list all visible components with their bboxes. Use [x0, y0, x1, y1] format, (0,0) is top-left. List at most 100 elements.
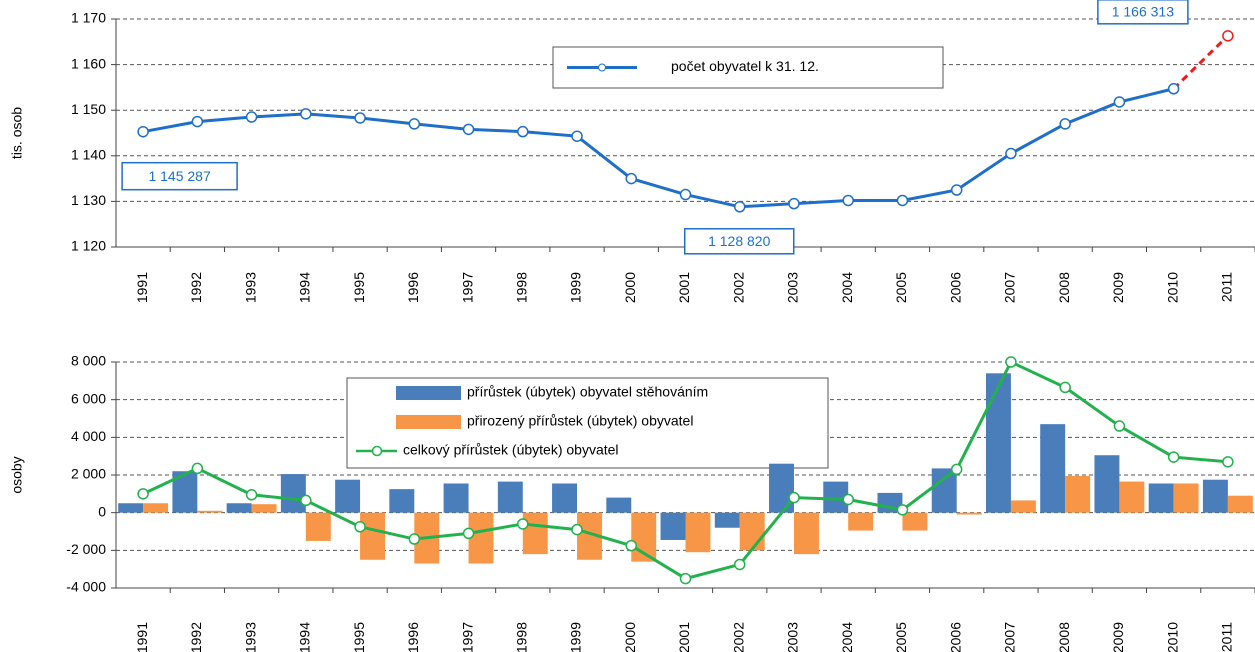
marker [896, 194, 909, 207]
bar [251, 504, 277, 513]
marker [517, 518, 529, 530]
marker [1113, 96, 1126, 108]
x-tick-label: 1998 [513, 622, 529, 652]
x-tick-label: 1994 [297, 272, 313, 303]
bar [143, 503, 169, 513]
legend-swatch [396, 386, 461, 400]
bar [931, 468, 957, 513]
bar [1065, 475, 1091, 513]
bar [956, 512, 982, 515]
x-tick-label: 2001 [676, 622, 692, 652]
marker [950, 184, 963, 196]
annotation-box [121, 161, 238, 191]
bar [1227, 495, 1253, 513]
x-tick-label: 2009 [1110, 622, 1126, 652]
marker [354, 112, 366, 124]
y-axis-title: osoby [9, 456, 25, 493]
marker [462, 527, 475, 540]
x-tick-label: 2008 [1056, 622, 1072, 652]
x-tick-label: 2006 [947, 272, 963, 303]
marker [517, 125, 529, 138]
x-tick-label: 2005 [893, 272, 909, 303]
bar [468, 512, 494, 564]
bar [685, 512, 711, 553]
x-tick-label: 1998 [513, 272, 529, 303]
marker [733, 201, 746, 213]
x-tick-label: 2009 [1110, 272, 1126, 303]
marker [1167, 83, 1180, 95]
marker [571, 130, 583, 142]
marker [571, 523, 583, 536]
legend-label: přirozený přírůstek (úbytek) obyvatel [467, 413, 693, 429]
marker [1222, 30, 1234, 42]
x-tick-label: 1999 [568, 272, 584, 303]
marker [950, 463, 963, 476]
y-tick-label: 1 140 [71, 147, 106, 163]
y-tick-label: 1 160 [71, 55, 106, 71]
x-tick-label: 2006 [947, 622, 963, 652]
bar [522, 512, 548, 555]
x-tick-label: 1997 [459, 272, 475, 303]
projection-line [1172, 34, 1229, 90]
marker [137, 125, 149, 138]
marker [1005, 147, 1017, 160]
x-tick-label: 1995 [351, 272, 367, 303]
y-tick-label: 1 150 [71, 101, 106, 117]
x-tick-label: 1992 [188, 272, 204, 303]
y-tick-label: 6 000 [71, 390, 106, 406]
bar [1040, 424, 1066, 513]
legend-label: celkový přírůstek (úbytek) obyvatel [403, 442, 619, 458]
legend-marker [371, 445, 383, 457]
bar [606, 497, 632, 513]
bar [118, 503, 144, 513]
bar [335, 479, 361, 513]
x-tick-label: 1991 [134, 622, 150, 652]
bar [1173, 483, 1199, 513]
marker [1113, 420, 1126, 432]
marker [679, 572, 692, 585]
bar [985, 373, 1011, 513]
y-tick-label: 1 120 [71, 238, 106, 254]
bar [360, 512, 386, 560]
x-tick-label: 2003 [785, 622, 801, 652]
bar [1202, 479, 1228, 513]
bar [1119, 481, 1145, 513]
x-tick-label: 2004 [839, 272, 855, 303]
marker [300, 494, 312, 507]
x-tick-label: 1995 [351, 622, 367, 652]
bar [660, 512, 686, 540]
x-tick-label: 2000 [622, 272, 638, 303]
marker [625, 172, 638, 185]
y-tick-label: 8 000 [71, 353, 106, 369]
x-tick-label: 2008 [1056, 272, 1072, 303]
bar [305, 512, 331, 541]
bar [848, 512, 874, 531]
x-tick-label: 1992 [188, 622, 204, 652]
bar [443, 483, 469, 513]
x-tick-label: 1991 [134, 272, 150, 303]
y-tick-label: 0 [98, 503, 106, 519]
bar [902, 512, 928, 531]
y-tick-label: -4 000 [66, 579, 106, 595]
bar [793, 512, 819, 555]
marker [1059, 381, 1071, 394]
x-tick-label: 1996 [405, 622, 421, 652]
annotation: 1 145 287 [148, 168, 210, 184]
marker [191, 462, 204, 475]
x-tick-label: 2010 [1164, 622, 1180, 652]
marker [842, 493, 854, 506]
bar [714, 512, 740, 528]
marker [408, 118, 421, 130]
marker [625, 539, 638, 552]
bar [280, 474, 306, 513]
x-tick-label: 2011 [1219, 272, 1235, 302]
bar [769, 463, 794, 513]
x-tick-label: 1993 [242, 272, 258, 303]
marker [191, 115, 204, 128]
bar [197, 510, 223, 513]
marker [245, 489, 258, 501]
bar [497, 481, 523, 513]
bar [226, 503, 252, 513]
bar [739, 512, 765, 551]
